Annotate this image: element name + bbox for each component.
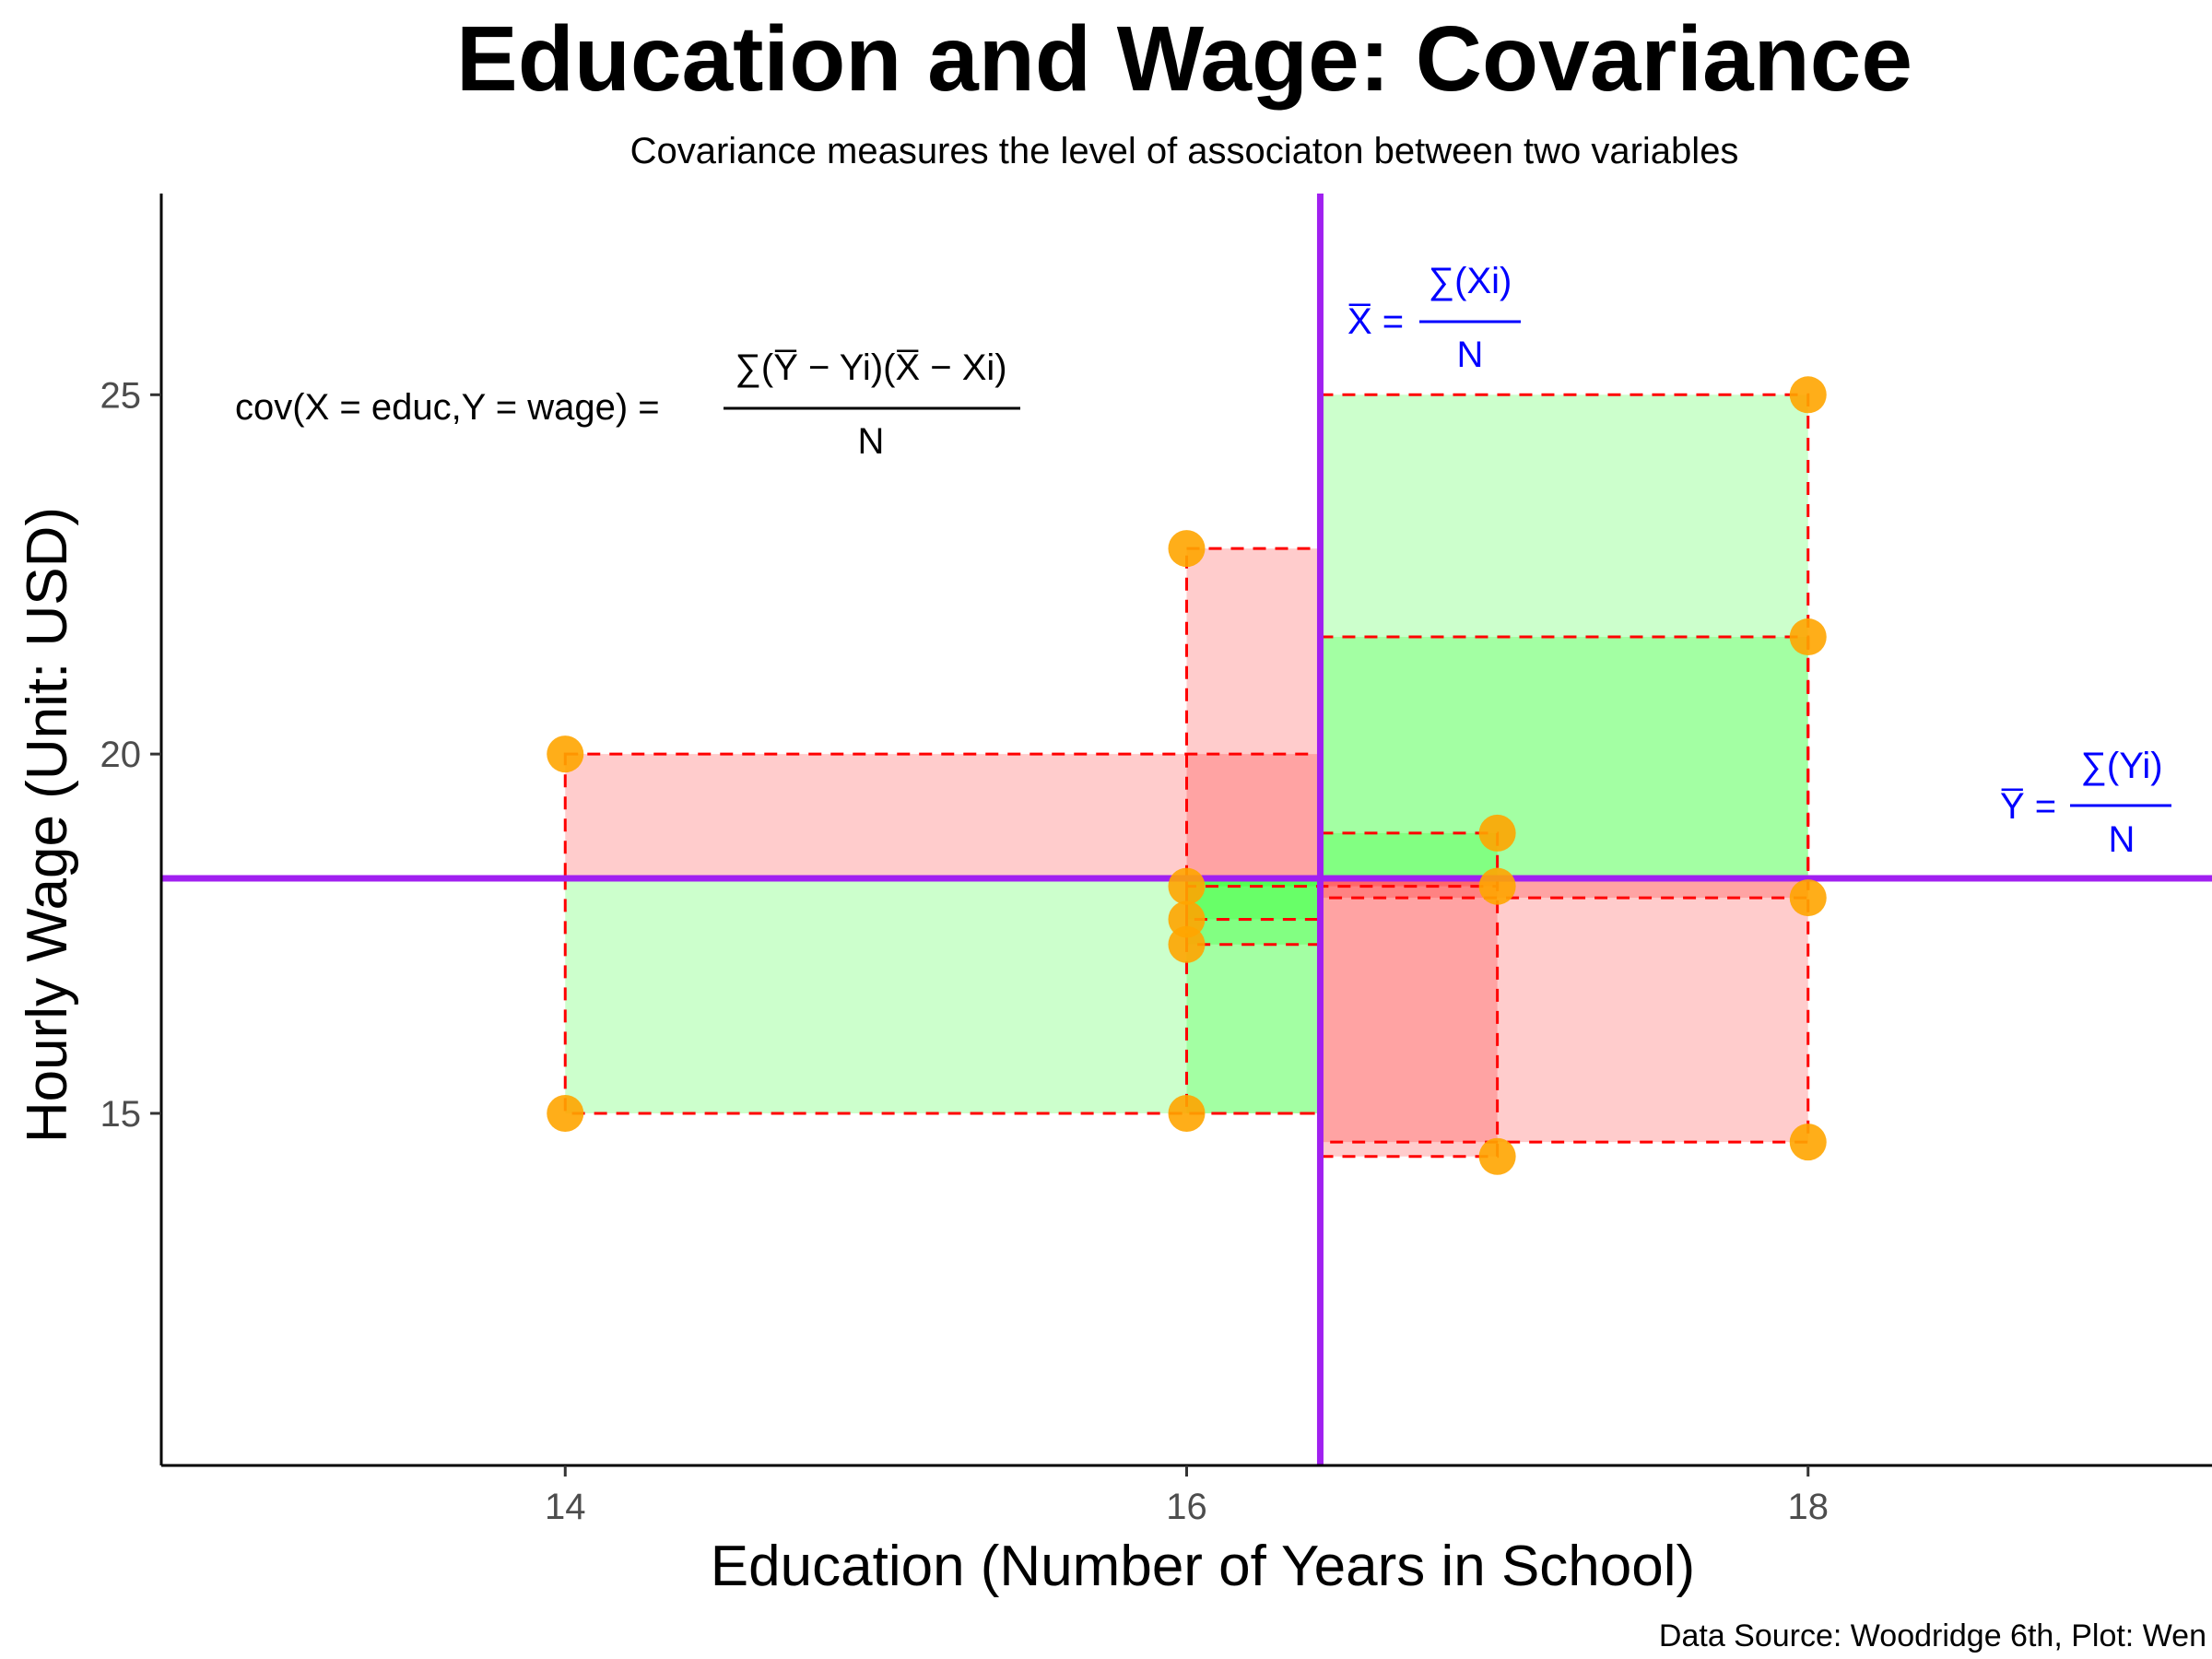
positive-covariance-rect (1186, 878, 1321, 887)
axis-ticks: 14 16 18 15 20 25 (100, 375, 1829, 1527)
chart-title: Education and Wage: Covariance (456, 7, 1912, 111)
negative-covariance-rect (565, 754, 1321, 879)
data-point (1168, 530, 1206, 568)
covariance-rect-border (1318, 393, 1810, 880)
data-point (1789, 879, 1827, 917)
ybar-formula-denominator: N (2109, 819, 2136, 860)
xbar-formula-denominator: N (1457, 335, 1484, 375)
ybar-formula-numerator: ∑(Yi) (2080, 746, 2162, 786)
ybar-formula: Y̅ = ∑(Yi) N (2000, 746, 2171, 860)
data-point (547, 1094, 584, 1132)
ybar-formula-lhs: Y̅ = (2000, 786, 2056, 827)
data-point (1789, 618, 1827, 656)
caption: Data Source: Woodridge 6th, Plot: Wen (1659, 1618, 2206, 1653)
covariance-rectangles (565, 394, 1808, 1157)
xbar-formula-numerator: ∑(Xi) (1429, 261, 1512, 301)
chart-subtitle: Covariance measures the level of associa… (630, 131, 1739, 171)
cov-formula-lhs: cov(X = educ,Y = wage) = (235, 387, 660, 428)
data-point (1168, 925, 1206, 963)
data-point (1789, 1124, 1827, 1161)
y-tick-label: 25 (100, 375, 142, 416)
data-point (1478, 1137, 1516, 1175)
negative-covariance-rect (1320, 878, 1498, 887)
data-point (547, 735, 584, 773)
y-axis-title: Hourly Wage (Unit: USD) (16, 507, 79, 1143)
positive-covariance-rect (1320, 832, 1498, 879)
cov-formula-denominator: N (858, 421, 885, 462)
x-tick-label: 16 (1166, 1487, 1207, 1527)
x-tick-label: 18 (1787, 1487, 1829, 1527)
positive-covariance-rect (1186, 878, 1321, 945)
data-point (1168, 867, 1206, 905)
data-point (1789, 376, 1827, 414)
data-points (547, 376, 1827, 1175)
xbar-formula-lhs: X̅ = (1347, 301, 1404, 342)
negative-covariance-rect (1320, 878, 1808, 899)
negative-covariance-rect (1186, 548, 1321, 879)
positive-covariance-rect (1320, 637, 1808, 879)
positive-covariance-rect (1186, 878, 1321, 1113)
data-point (1168, 1094, 1206, 1132)
x-tick-label: 14 (545, 1487, 586, 1527)
xbar-formula: X̅ = ∑(Xi) N (1347, 261, 1521, 375)
y-tick-label: 15 (100, 1094, 142, 1135)
negative-covariance-rect (1320, 878, 1498, 1157)
cov-formula-numerator: ∑(Y̅ − Yi)(X̅ − Xi) (735, 347, 1006, 388)
covariance-formula: cov(X = educ,Y = wage) = ∑(Y̅ − Yi)(X̅ −… (235, 347, 1020, 462)
data-point (1478, 814, 1516, 852)
x-axis-title: Education (Number of Years in School) (711, 1535, 1695, 1598)
negative-covariance-rect (1320, 878, 1808, 1143)
y-tick-label: 20 (100, 735, 142, 775)
data-point (1478, 867, 1516, 905)
covariance-rect-border (563, 752, 1322, 880)
